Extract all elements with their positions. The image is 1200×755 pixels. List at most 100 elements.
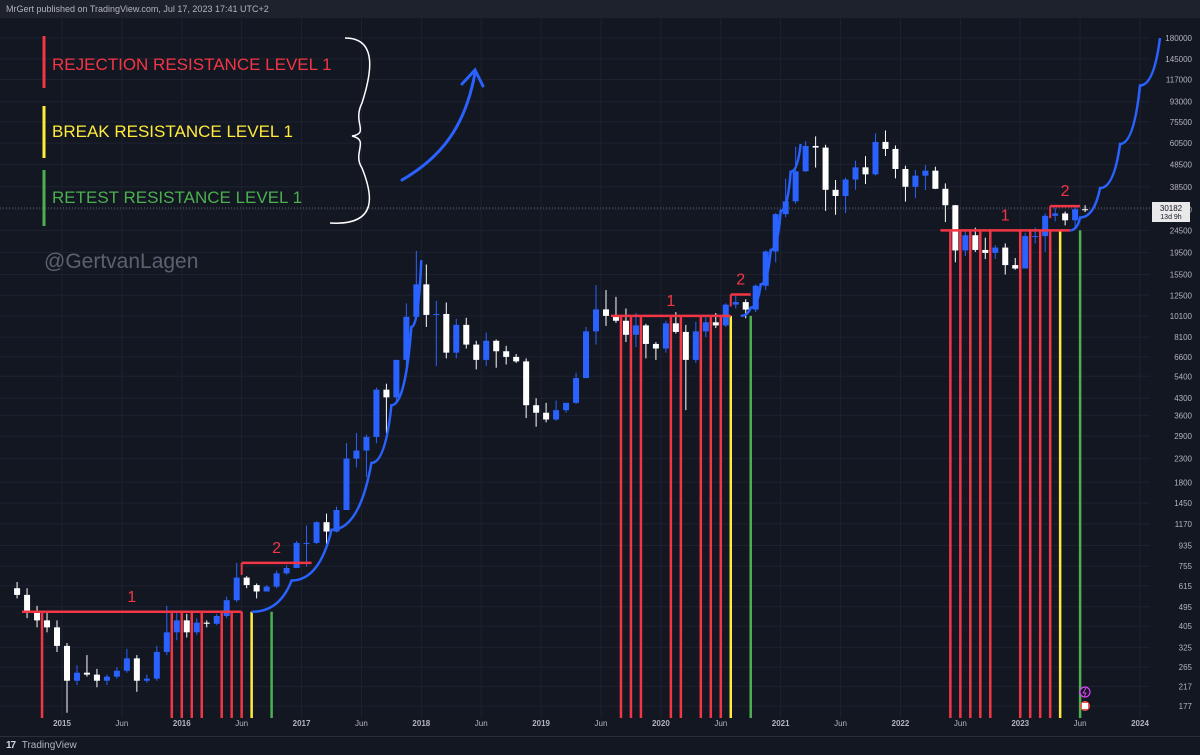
x-tick-label: 2016 — [173, 719, 191, 728]
candle-body — [233, 577, 240, 601]
candle-body — [732, 302, 739, 305]
lightning-icon[interactable] — [1079, 686, 1091, 698]
candle-body — [193, 622, 200, 633]
chart-event-icons — [1079, 686, 1091, 711]
candle-body — [463, 324, 470, 345]
candle-body — [133, 658, 140, 681]
candles — [14, 130, 1089, 713]
y-tick-label: 217 — [1179, 682, 1193, 691]
y-tick-label: 5400 — [1174, 372, 1192, 381]
price-chart[interactable]: 1 2 1 2 1 2 REJECTION RESISTANCE LEVEL 1 BREA… — [0, 18, 1200, 736]
publish-header: MrGert published on TradingView.com, Jul… — [0, 0, 1200, 18]
candle-body — [54, 627, 61, 646]
y-tick-label: 10100 — [1170, 312, 1193, 321]
candle-body — [932, 170, 939, 189]
y-tick-label: 1800 — [1174, 478, 1192, 487]
candle-body — [852, 167, 859, 180]
y-tick-label: 755 — [1179, 562, 1193, 571]
y-tick-label: 75500 — [1170, 118, 1193, 127]
y-tick-label: 1450 — [1174, 499, 1192, 508]
candle-body — [782, 201, 789, 215]
candle-body — [1012, 265, 1019, 269]
candle-body — [373, 389, 380, 437]
candle-body — [642, 325, 649, 344]
candle-body — [573, 378, 580, 403]
candle-body — [672, 323, 679, 332]
time-axis[interactable]: 2015 Jun 2016 Jun 2017 Jun 2018 Jun 2019 Jun 2020 J… — [53, 719, 1149, 728]
candle-body — [942, 188, 949, 206]
candle-body — [962, 235, 969, 251]
last-price-countdown: 13d 9h — [1160, 214, 1182, 221]
candle-body — [1022, 236, 1029, 269]
candle-body — [223, 600, 230, 616]
candle-body — [712, 322, 719, 326]
last-price-value: 30182 — [1160, 204, 1183, 213]
candle-body — [523, 361, 530, 406]
y-tick-label: 15500 — [1170, 271, 1193, 280]
x-tick-label: Jun — [954, 719, 967, 728]
candle-body — [493, 340, 500, 352]
candle-body — [1082, 209, 1089, 211]
projection-curve1 — [251, 260, 423, 614]
candle-body — [183, 620, 190, 633]
legend-rejection-label: REJECTION RESISTANCE LEVEL 1 — [52, 55, 332, 74]
candle-body — [1032, 236, 1039, 238]
footer: 17 TradingView — [0, 736, 1200, 754]
x-tick-label: 2019 — [532, 719, 550, 728]
candle-body — [912, 175, 919, 187]
grid — [0, 18, 1150, 718]
candle-body — [612, 315, 619, 321]
x-tick-label: Jun — [355, 719, 368, 728]
candle-body — [93, 674, 100, 681]
y-tick-label: 8100 — [1174, 333, 1192, 342]
candle-body — [123, 658, 130, 671]
candle-body — [443, 313, 450, 353]
resistance-lines: 1 2 1 2 1 2 — [22, 183, 1081, 614]
x-tick-label: 2017 — [293, 719, 311, 728]
candle-body — [822, 147, 829, 190]
x-tick-label: Jun — [834, 719, 847, 728]
x-tick-label: 2024 — [1131, 719, 1149, 728]
candle-body — [692, 331, 699, 360]
candle-body — [583, 331, 590, 379]
candle-body — [742, 302, 749, 310]
vertical-markers — [40, 230, 1082, 718]
candle-body — [303, 542, 310, 544]
resistance-label: 1 — [127, 589, 136, 606]
legend-retest-label: RETEST RESISTANCE LEVEL 1 — [52, 188, 302, 207]
candle-body — [752, 285, 759, 310]
candle-body — [593, 309, 600, 332]
tradingview-logo-icon: 17 — [6, 740, 16, 751]
candle-body — [1062, 213, 1069, 221]
candle-body — [892, 148, 899, 169]
candle-body — [882, 141, 889, 149]
candle-body — [383, 389, 390, 398]
projection-curve3 — [1069, 37, 1162, 232]
candle-body — [73, 672, 80, 681]
candle-body — [632, 325, 639, 335]
candle-body — [243, 577, 250, 586]
candle-body — [63, 645, 70, 681]
candle-body — [992, 247, 999, 253]
candle-body — [503, 351, 510, 357]
candle-body — [792, 171, 799, 202]
x-tick-label: Jun — [235, 719, 248, 728]
y-tick-label: 177 — [1179, 702, 1193, 711]
price-axis[interactable]: 180000 145000 117000 93000 75500 60500 48500 38… — [1165, 34, 1192, 711]
candle-body — [812, 145, 819, 148]
candle-body — [922, 170, 929, 176]
candle-body — [682, 331, 689, 360]
candle-body — [433, 313, 440, 315]
legend-break-label: BREAK RESISTANCE LEVEL 1 — [52, 122, 293, 141]
y-tick-label: 19500 — [1170, 248, 1193, 257]
resistance-label: 2 — [272, 540, 281, 557]
y-tick-label: 935 — [1179, 541, 1193, 550]
candle-body — [772, 214, 779, 252]
candle-body — [563, 402, 570, 411]
x-tick-label: Jun — [1074, 719, 1087, 728]
candle-body — [423, 284, 430, 315]
candle-body — [343, 458, 350, 511]
candle-body — [293, 542, 300, 569]
candle-body — [513, 356, 520, 362]
candle-body — [173, 620, 180, 633]
